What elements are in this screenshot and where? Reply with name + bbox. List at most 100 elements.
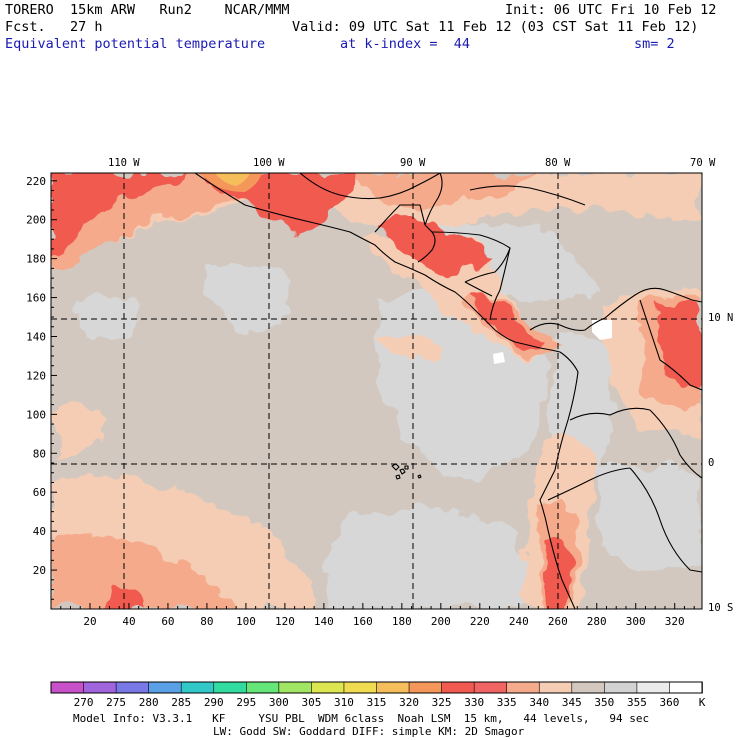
border-nicaragua — [464, 281, 493, 297]
x-tick-label: 60 — [161, 615, 174, 628]
colorbar-label: 360 — [660, 696, 680, 709]
colorbar-label: 285 — [171, 696, 191, 709]
valid-time: Valid: 09 UTC Sat 11 Feb 12 (03 CST Sat … — [292, 19, 699, 35]
colorbar-swatch — [180, 681, 215, 694]
x-tick-label: 300 — [626, 615, 646, 628]
plot-frame — [50, 172, 703, 610]
island-cuba — [469, 185, 586, 206]
field-name: Equivalent potential temperature — [5, 36, 266, 52]
y-tick-label: 80 — [33, 447, 46, 460]
field-patch-350 — [79, 296, 140, 340]
colorbar-swatch — [473, 681, 508, 694]
colorbar-swatch — [636, 681, 671, 694]
field-band-330-northwest — [51, 173, 190, 260]
colorbar-frame — [50, 681, 703, 694]
coastline-mexico-pacific — [194, 173, 561, 353]
coastline-colombia-caribbean — [604, 287, 702, 319]
colorbar-label: 355 — [627, 696, 647, 709]
galapagos-islands — [391, 463, 422, 480]
colorbar-label: 275 — [106, 696, 126, 709]
colorbar-label: 325 — [432, 696, 452, 709]
lon-label-100w: 100 W — [253, 157, 285, 169]
colorbar-swatch — [604, 681, 638, 694]
coastline-south-america-pacific — [539, 351, 579, 609]
y-tick-label: 180 — [26, 253, 46, 266]
colorbar-label: 290 — [204, 696, 224, 709]
colorbar-label: 270 — [74, 696, 94, 709]
x-tick-label: 280 — [587, 615, 607, 628]
colorbar-swatch — [115, 681, 150, 694]
field-spot-360 — [493, 352, 505, 364]
level-index: at k-index = 44 — [340, 36, 471, 52]
x-tick-label: 200 — [431, 615, 451, 628]
field-band-335-coast — [340, 173, 540, 209]
x-tick-label: 40 — [122, 615, 135, 628]
x-tick-label: 320 — [665, 615, 685, 628]
y-tick-label: 200 — [26, 214, 46, 227]
field-band-335-south — [51, 533, 240, 609]
field-patch-350 — [551, 328, 612, 472]
border-ecuador-peru — [547, 467, 631, 501]
colorbar-swatch — [506, 681, 541, 694]
smoothing-label: sm= 2 — [634, 36, 675, 52]
x-tick-label: 140 — [314, 615, 334, 628]
field-band-330-southwest — [105, 588, 145, 609]
lat-label-0: 0 — [708, 457, 715, 469]
y-tick-label: 100 — [26, 408, 46, 421]
colorbar-swatch — [408, 681, 443, 694]
x-tick-label: 260 — [548, 615, 568, 628]
colorbar-swatch — [538, 681, 573, 694]
field-band-340-pacific-north — [380, 336, 440, 359]
border-guatemala — [374, 204, 436, 263]
field-band-320 — [215, 173, 250, 186]
colorbar-swatch — [343, 681, 378, 694]
colorbar-unit: K — [699, 696, 706, 709]
coastline-panama — [529, 317, 606, 331]
colorbar-swatch — [441, 681, 475, 694]
y-tick-label: 120 — [26, 369, 46, 382]
colorbar-label: 345 — [562, 696, 582, 709]
coastline-yucatan — [424, 173, 443, 226]
field-band-330-costa-rica — [470, 299, 545, 347]
colorbar-label: 310 — [334, 696, 354, 709]
colorbar-swatch — [571, 681, 606, 694]
y-tick-label: 40 — [33, 525, 46, 538]
colorbar-swatch — [278, 681, 313, 694]
y-tick-label: 60 — [33, 486, 46, 499]
border-colombia-brazil — [649, 409, 702, 479]
field-band-340-southwest — [51, 406, 110, 460]
x-tick-label: 20 — [83, 615, 96, 628]
init-time: Init: 06 UTC Fri 10 Feb 12 — [505, 2, 717, 18]
lon-label-110w: 110 W — [108, 157, 140, 169]
colorbar-swatch — [376, 681, 410, 694]
coastline-caribbean-central — [489, 247, 511, 321]
y-tick-label: 20 — [33, 564, 46, 577]
x-tick-label: 240 — [509, 615, 529, 628]
field-patch-350 — [326, 510, 527, 609]
colorbar-label: 280 — [139, 696, 159, 709]
y-tick-label: 140 — [26, 331, 46, 344]
colorbar-label: 335 — [497, 696, 517, 709]
coastline-gulf — [299, 173, 441, 200]
colorbar-label: 300 — [269, 696, 289, 709]
model-info: Model Info: V3.3.1 KF YSU PBL WDM 6class… — [73, 712, 650, 725]
colorbar-swatch — [246, 681, 280, 694]
field-band-330-peru — [544, 539, 571, 609]
colorbar-label: 315 — [367, 696, 387, 709]
lon-label-80w: 80 W — [545, 157, 571, 169]
colorbar-label: 320 — [399, 696, 419, 709]
colorbar-swatch — [50, 681, 85, 694]
y-tick-label: 160 — [26, 292, 46, 305]
x-tick-label: 160 — [353, 615, 373, 628]
y-tick-label: 220 — [26, 175, 46, 188]
border-colombia-ecuador — [569, 407, 651, 421]
forecast-hour: Fcst. 27 h — [5, 19, 103, 35]
colorbar-swatch — [83, 681, 117, 694]
field-spot-360 — [592, 320, 612, 340]
colorbar-swatch — [213, 681, 248, 694]
field-patch-350 — [596, 464, 702, 570]
colorbar-swatch — [148, 681, 182, 694]
lon-label-90w: 90 W — [400, 157, 426, 169]
colorbar-label: 295 — [236, 696, 256, 709]
